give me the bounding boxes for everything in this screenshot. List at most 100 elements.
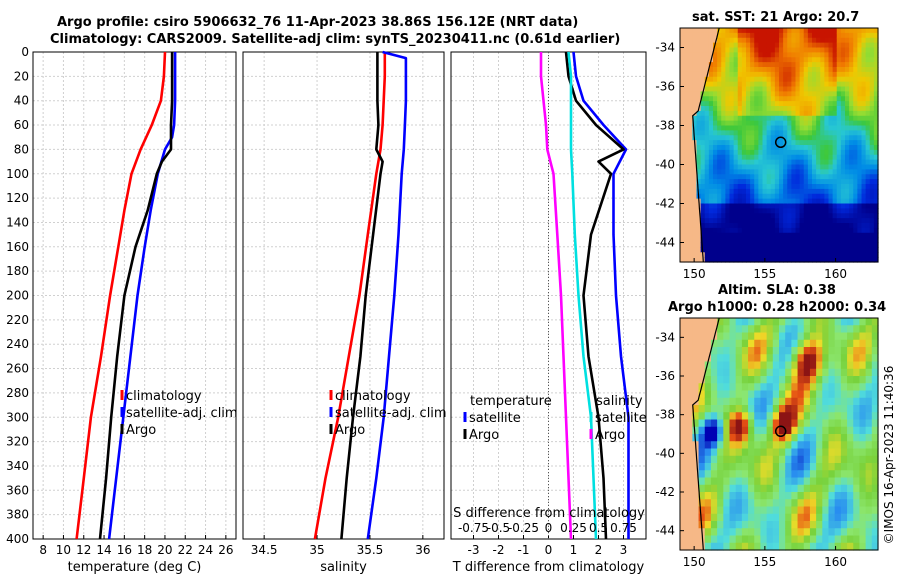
profile-panel-1-xtick-label: 10	[56, 543, 71, 557]
sla-map-ytick-label: -38	[655, 408, 675, 422]
profile-panel-3-xtick-label: -2	[493, 543, 505, 557]
profile-panel-1-ytick-label: 400	[6, 532, 29, 546]
profile-panel-1-ytick-label: 360	[6, 483, 29, 497]
profile-panel-2-legend-label: climatology	[335, 389, 411, 404]
sst-map-image	[680, 28, 879, 263]
profile-panel-1-xtick-label: 16	[117, 543, 132, 557]
profile-panel-1-ytick-label: 140	[6, 215, 29, 229]
sst-map-xtick-label: 160	[824, 267, 847, 281]
sst-map-ytick-label: -40	[655, 158, 675, 172]
profile-panel-1-ytick-label: 40	[14, 94, 29, 108]
diff-legend-header-salinity: salinity	[596, 394, 643, 409]
profile-panel-1-xtick-label: 26	[218, 543, 233, 557]
diff-legend-label: satellite	[595, 411, 647, 426]
sla-map-xtick-label: 155	[753, 555, 776, 569]
profile-panel-2-xtick-label: 34.5	[251, 543, 278, 557]
profile-panel-1-series-climatology	[75, 51, 167, 540]
profile-panel-3-xtick-label: -1	[518, 543, 530, 557]
diff-top-xtick-label: 0.75	[610, 521, 637, 535]
diff-top-xtick-label: 0.25	[560, 521, 587, 535]
profile-panel-2-xtick-label: 35	[309, 543, 324, 557]
header-line-1: Argo profile: csiro 5906632_76 11-Apr-20…	[57, 15, 579, 30]
profile-panel-1-xtick-label: 24	[198, 543, 213, 557]
diff-top-xtick-label: -0.25	[508, 521, 539, 535]
sla-map-ytick-label: -42	[655, 485, 675, 499]
profile-panel-3-xtick-label: 0	[545, 543, 553, 557]
sst-map-ytick-label: -36	[655, 80, 675, 94]
profile-panel-3-series-t-argo	[564, 51, 625, 540]
profile-panel-1-xlabel: temperature (deg C)	[68, 560, 202, 575]
sla-map-coastline	[692, 317, 720, 551]
profile-panel-1-ytick-label: 100	[6, 167, 29, 181]
sst-map-ytick-label: -38	[655, 119, 675, 133]
sla-map-ytick-label: -34	[655, 330, 675, 344]
profile-panel-3-xtick-label: 1	[570, 543, 578, 557]
sst-map-xtick-label: 155	[753, 267, 776, 281]
sst-map-frame	[679, 27, 879, 263]
sla-map-ytick-label: -36	[655, 369, 675, 383]
profile-panel-1-xtick-label: 8	[39, 543, 47, 557]
profile-panel-1-ytick-label: 220	[6, 313, 29, 327]
profile-panel-2-legend-label: Argo	[335, 423, 365, 438]
profile-panel-3-xtick-label: -3	[468, 543, 480, 557]
profile-panel-1-frame	[32, 51, 237, 540]
profile-panel-2-xtick-label: 36	[415, 543, 430, 557]
profile-panel-1-ytick-label: 280	[6, 386, 29, 400]
diff-top-xtick-label: 0.5	[589, 521, 608, 535]
sla-map-frame	[679, 317, 879, 551]
profile-panel-1-ytick-label: 320	[6, 435, 29, 449]
profile-panel-2-series-satellite-adj-clim	[366, 50, 408, 540]
profile-panel-1-xtick-label: 12	[76, 543, 91, 557]
profile-panel-1-ytick-label: 60	[14, 118, 29, 132]
profile-panel-1-legend-label: satellite-adj. clim	[126, 406, 238, 421]
profile-panel-1-xtick-label: 22	[178, 543, 193, 557]
profile-panel-2-frame	[242, 51, 445, 540]
profile-panel-1-ytick-label: 380	[6, 508, 29, 522]
diff-legend-header-temperature: temperature	[470, 394, 552, 409]
sla-map-image	[680, 318, 879, 551]
profile-panel-3-series-s-argo	[539, 52, 573, 540]
profile-panel-1-ytick-label: 0	[21, 45, 29, 59]
sla-map-title-1: Altim. SLA: 0.38	[718, 283, 836, 298]
header-line-2: Climatology: CARS2009. Satellite-adj cli…	[50, 32, 621, 47]
sst-map-title: sat. SST: 21 Argo: 20.7	[692, 10, 860, 25]
diff-top-xtick-label: -0.75	[458, 521, 489, 535]
profile-panel-1-xtick-label: 20	[157, 543, 172, 557]
profile-panel-2-legend-label: satellite-adj. clim	[335, 406, 447, 421]
profile-panel-3-series-s-satellite	[567, 51, 598, 540]
profile-panel-2-xtick-label: 35.5	[357, 543, 384, 557]
sla-map-ytick-label: -40	[655, 446, 675, 460]
sst-map-float-marker	[774, 136, 787, 149]
sst-map-ytick-label: -44	[655, 236, 675, 250]
diff-top-axis-label: S difference from climatology	[453, 506, 645, 521]
profile-panel-1-ytick-label: 160	[6, 240, 29, 254]
profile-panel-1-ytick-label: 300	[6, 410, 29, 424]
profile-panel-2-series-argo	[340, 52, 384, 540]
sla-map-title-2: Argo h1000: 0.28 h2000: 0.34	[668, 300, 887, 315]
profile-panel-2-series-climatology	[313, 52, 387, 540]
diff-legend-label: Argo	[469, 428, 499, 443]
profile-panel-1-ytick-label: 260	[6, 362, 29, 376]
profile-panel-3-xtick-label: 3	[620, 543, 628, 557]
profile-panel-3-xlabel: T difference from climatology	[452, 560, 645, 575]
sst-map-xtick-label: 150	[683, 267, 706, 281]
profile-panel-1-ytick-label: 20	[14, 69, 29, 83]
sla-map-ytick-label: -44	[655, 524, 675, 538]
profile-panel-1-series-satellite-adj-clim	[107, 52, 177, 540]
profile-panel-1-ytick-label: 80	[14, 142, 29, 156]
profile-panel-1-xtick-label: 14	[96, 543, 111, 557]
profile-panel-1-ytick-label: 120	[6, 191, 29, 205]
profile-panel-3-xtick-label: 2	[595, 543, 603, 557]
sst-map-ytick-label: -42	[655, 197, 675, 211]
profile-panel-1-legend-label: Argo	[126, 423, 156, 438]
diff-legend-label: Argo	[595, 428, 625, 443]
diff-legend-label: satellite	[469, 411, 521, 426]
profile-panel-1-ytick-label: 340	[6, 459, 29, 473]
sst-map-coastline	[692, 27, 720, 263]
credit-label: ©IMOS 16-Apr-2023 11:40:36	[882, 366, 896, 545]
profile-panel-1-ytick-label: 200	[6, 289, 29, 303]
sla-map-xtick-label: 160	[824, 555, 847, 569]
profile-panel-1-legend-label: climatology	[126, 389, 202, 404]
profile-panel-3-series-t-satellite	[572, 51, 630, 539]
